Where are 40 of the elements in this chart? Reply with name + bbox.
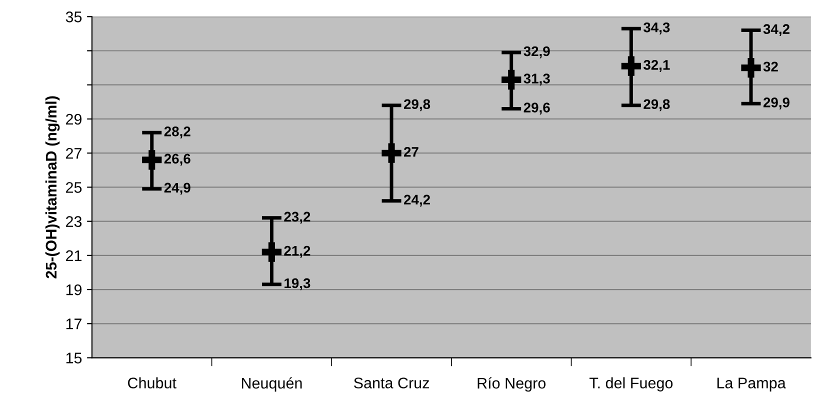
- point: [262, 242, 282, 262]
- x-tick-label: La Pampa: [717, 378, 786, 392]
- data-label: 31,3: [524, 74, 550, 86]
- data-label: 27: [404, 146, 418, 157]
- annotation: 28,2: [164, 126, 190, 138]
- x-tick-label: Neuquén: [242, 377, 302, 392]
- y-tick-label: 29: [66, 114, 82, 125]
- y-tick-label: 27: [66, 148, 82, 159]
- y-tick-label: 19: [66, 284, 82, 296]
- annotation: 34,2: [763, 24, 790, 36]
- data-label: 32,1: [643, 60, 670, 72]
- data-label: 32: [763, 62, 778, 72]
- x-tick-label: Santa Cruz: [354, 378, 429, 388]
- point: [382, 143, 402, 163]
- data-label: 21,2: [284, 246, 310, 258]
- annotation: 24,2: [404, 194, 430, 207]
- annotation: 23,2: [284, 212, 310, 224]
- annotation: 24,9: [164, 182, 190, 195]
- y-axis-title: 25-(OH)vitaminaD (ng/ml): [45, 96, 60, 278]
- point: [142, 150, 162, 170]
- annotation: 32,9: [524, 46, 550, 58]
- annotation: 34,3: [643, 22, 670, 34]
- y-tick-label: 35: [66, 12, 82, 22]
- point: [502, 70, 522, 90]
- annotation: 29,6: [524, 102, 550, 114]
- y-tick-label: 25: [66, 182, 82, 193]
- y-tick-label: 15: [66, 352, 82, 364]
- point: [621, 56, 641, 76]
- x-tick-label: Chubut: [128, 377, 176, 388]
- x-tick-label: T. del Fuego: [589, 377, 673, 392]
- annotation: 29,8: [404, 99, 430, 112]
- annotation: 19,3: [284, 278, 310, 290]
- annotation: 29,8: [644, 99, 670, 112]
- annotation: 29,9: [763, 98, 790, 110]
- y-tick-label: 23: [66, 216, 82, 227]
- x-tick-label: Río Negro: [478, 377, 546, 392]
- y-tick-label: 17: [66, 318, 82, 330]
- point: [741, 58, 761, 78]
- y-tick-label: 21: [66, 250, 82, 261]
- data-label: 26,6: [164, 154, 190, 166]
